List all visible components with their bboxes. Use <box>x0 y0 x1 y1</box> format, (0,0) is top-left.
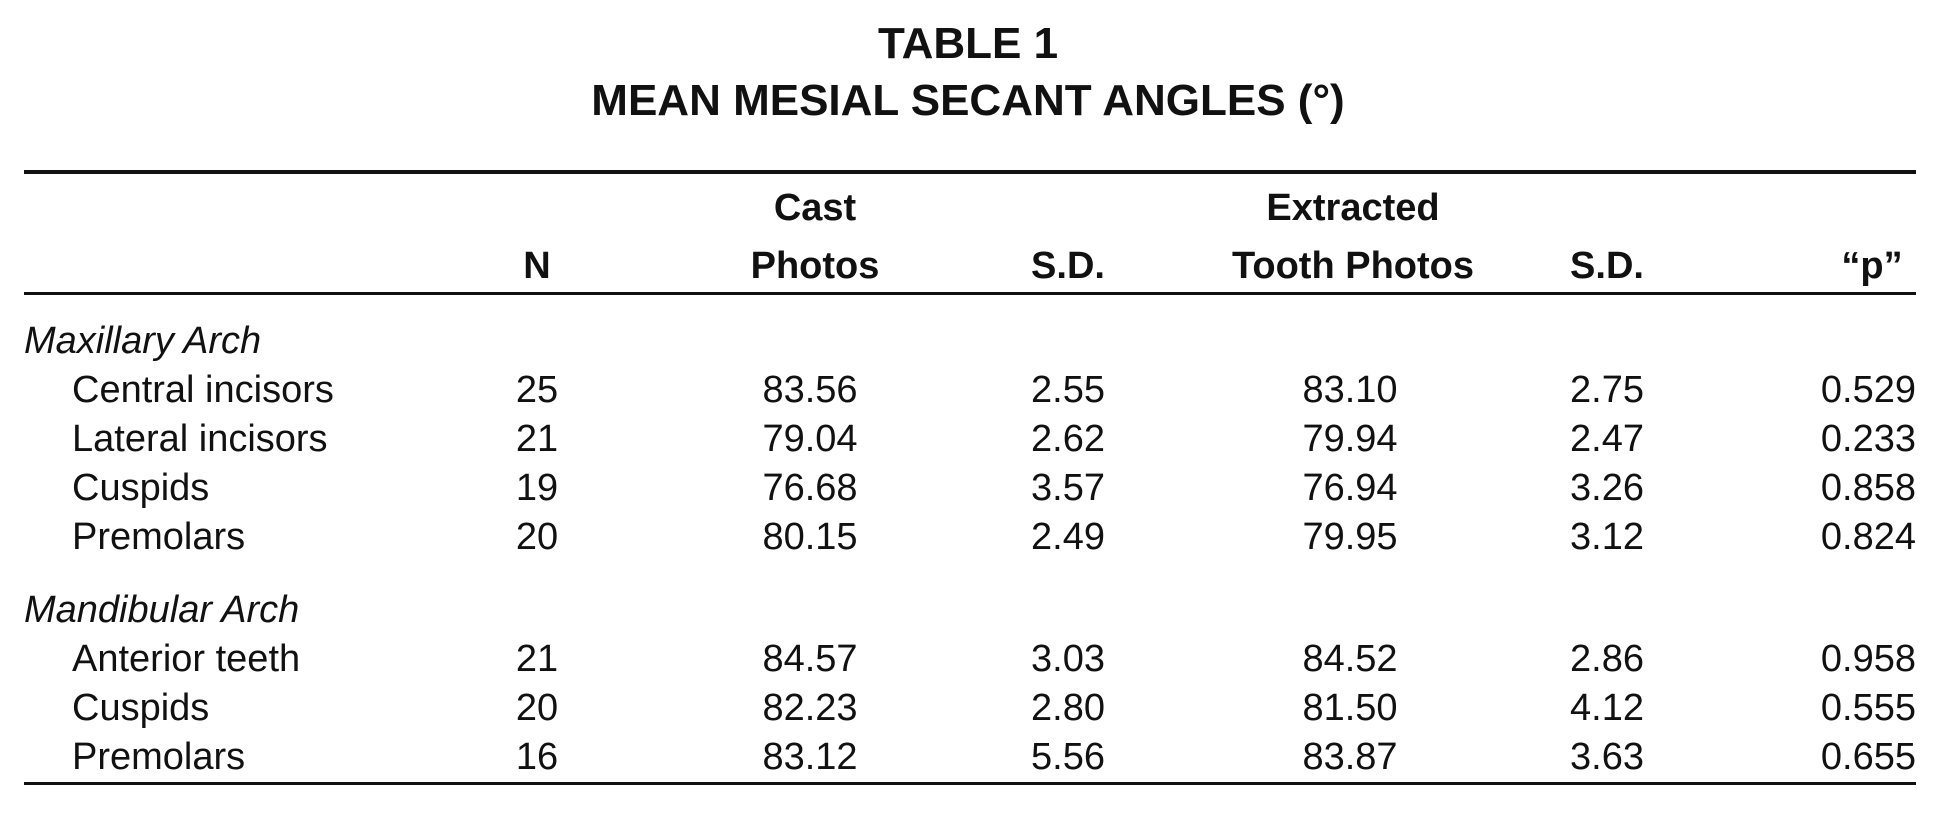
cell-sd-cast: 2.62 <box>1031 418 1105 460</box>
row-label: Cuspids <box>72 467 210 509</box>
cell-cast-photos: 76.68 <box>762 467 858 509</box>
header-sd-extracted: S.D. <box>1570 245 1644 287</box>
cell-extracted-photos: 79.95 <box>1302 516 1398 558</box>
cell-extracted-photos: 76.94 <box>1302 467 1398 509</box>
cell-n: 21 <box>515 418 559 460</box>
cell-p: 0.529 <box>1820 369 1916 411</box>
row-label: Lateral incisors <box>72 418 328 460</box>
cell-sd-extracted: 4.12 <box>1570 687 1644 729</box>
table-title: TABLE 1 <box>877 19 1059 68</box>
cell-cast-photos: 83.56 <box>762 369 858 411</box>
cell-cast-photos: 84.57 <box>762 638 858 680</box>
cell-p: 0.655 <box>1820 736 1916 778</box>
cell-n: 16 <box>515 736 559 778</box>
section-heading: Maxillary Arch <box>24 320 262 362</box>
cell-cast-photos: 79.04 <box>762 418 858 460</box>
cell-n: 20 <box>515 687 559 729</box>
section-heading: Mandibular Arch <box>24 589 300 631</box>
cell-extracted-photos: 81.50 <box>1302 687 1398 729</box>
header-extracted-bottom: Tooth Photos <box>1231 245 1475 287</box>
cell-n: 25 <box>515 369 559 411</box>
header-n: N <box>523 245 551 287</box>
header-extracted-top: Extracted <box>1266 187 1440 229</box>
cell-sd-cast: 3.57 <box>1031 467 1105 509</box>
cell-sd-extracted: 2.75 <box>1570 369 1644 411</box>
row-label: Cuspids <box>72 687 210 729</box>
row-label: Central incisors <box>72 369 334 411</box>
cell-sd-extracted: 3.26 <box>1570 467 1644 509</box>
top-rule <box>24 170 1916 174</box>
cell-p: 0.824 <box>1820 516 1916 558</box>
cell-sd-extracted: 3.63 <box>1570 736 1644 778</box>
cell-p: 0.233 <box>1820 418 1916 460</box>
row-label: Anterior teeth <box>72 638 301 680</box>
cell-sd-cast: 3.03 <box>1031 638 1105 680</box>
cell-n: 19 <box>515 467 559 509</box>
cell-cast-photos: 80.15 <box>762 516 858 558</box>
cell-p: 0.555 <box>1820 687 1916 729</box>
header-cast-bottom: Photos <box>750 245 880 287</box>
header-cast-top: Cast <box>773 187 857 229</box>
cell-sd-extracted: 2.47 <box>1570 418 1644 460</box>
cell-sd-cast: 2.55 <box>1031 369 1105 411</box>
header-rule <box>24 292 1916 295</box>
cell-sd-cast: 2.49 <box>1031 516 1105 558</box>
cell-sd-extracted: 2.86 <box>1570 638 1644 680</box>
cell-sd-cast: 5.56 <box>1031 736 1105 778</box>
cell-n: 20 <box>515 516 559 558</box>
row-label: Premolars <box>72 736 246 778</box>
header-sd-cast: S.D. <box>1031 245 1105 287</box>
cell-sd-extracted: 3.12 <box>1570 516 1644 558</box>
cell-extracted-photos: 79.94 <box>1302 418 1398 460</box>
cell-cast-photos: 83.12 <box>762 736 858 778</box>
header-p: “p” <box>1841 245 1903 287</box>
cell-extracted-photos: 83.87 <box>1302 736 1398 778</box>
cell-extracted-photos: 84.52 <box>1302 638 1398 680</box>
cell-sd-cast: 2.80 <box>1031 687 1105 729</box>
table-subtitle: MEAN MESIAL SECANT ANGLES (°) <box>591 76 1345 125</box>
cell-extracted-photos: 83.10 <box>1302 369 1398 411</box>
cell-cast-photos: 82.23 <box>762 687 858 729</box>
row-label: Premolars <box>72 516 246 558</box>
bottom-rule <box>24 782 1916 785</box>
cell-p: 0.958 <box>1820 638 1916 680</box>
cell-n: 21 <box>515 638 559 680</box>
cell-p: 0.858 <box>1820 467 1916 509</box>
